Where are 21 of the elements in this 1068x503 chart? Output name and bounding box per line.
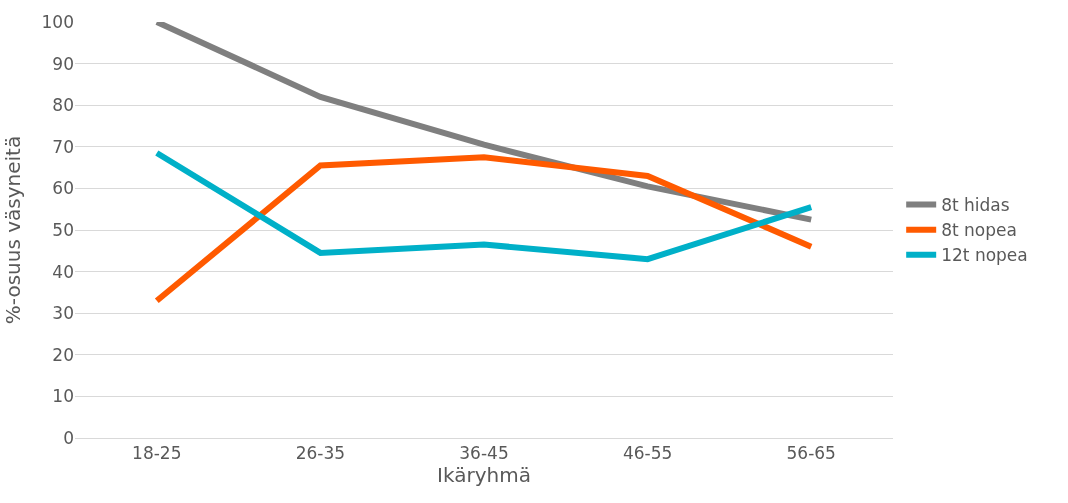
y-tick-label: 100 [41, 11, 74, 32]
y-tick-label: 0 [63, 427, 74, 448]
legend-label: 12t nopea [941, 245, 1028, 266]
x-tick-label: 18-25 [132, 443, 182, 464]
y-tick-label: 80 [52, 95, 74, 116]
y-axis-title: %-osuus väsyneitä [1, 135, 26, 325]
y-tick-label: 90 [52, 53, 74, 74]
legend-label: 8t nopea [941, 220, 1017, 241]
legend-label: 8t hidas [941, 195, 1010, 216]
x-tick-label: 26-35 [295, 443, 346, 464]
x-axis-title: Ikäryhmä [437, 463, 531, 488]
y-tick-label: 10 [52, 386, 74, 407]
y-tick-label: 20 [52, 344, 74, 365]
y-tick-label: 40 [52, 261, 74, 282]
x-tick-label: 46-55 [622, 443, 673, 464]
x-tick-label: 36-45 [459, 443, 509, 464]
y-tick-label: 50 [52, 219, 74, 240]
x-tick-label: 56-65 [786, 443, 836, 464]
y-tick-label: 30 [52, 303, 74, 324]
y-tick-label: 70 [52, 136, 74, 157]
y-tick-label: 60 [52, 178, 74, 199]
